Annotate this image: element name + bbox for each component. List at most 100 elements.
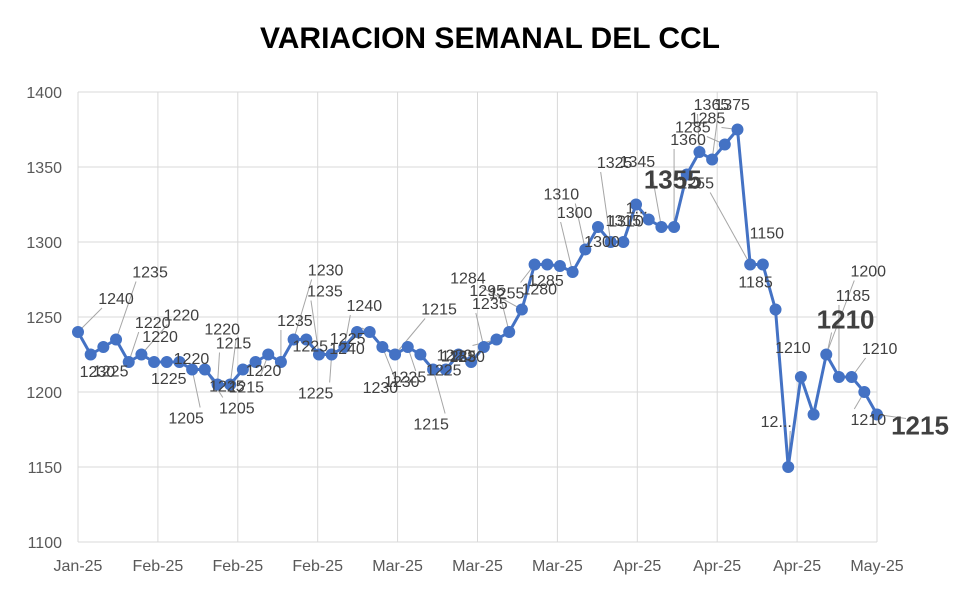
data-point	[528, 258, 541, 271]
data-point	[439, 363, 452, 376]
data-label: 1220	[142, 329, 178, 346]
data-label: 1300	[584, 234, 620, 251]
series-line	[76, 128, 879, 469]
leader-line	[432, 369, 446, 414]
data-label: 1210	[817, 305, 875, 335]
data-label: 1230	[384, 374, 420, 391]
leader-line	[560, 221, 574, 273]
data-label: 1255	[489, 286, 525, 303]
y-tick-label: 1100	[28, 535, 63, 552]
data-point	[858, 386, 871, 398]
data-label: 1375	[714, 97, 750, 114]
y-tick-label: 1200	[26, 385, 62, 402]
leader-line	[115, 281, 137, 340]
data-point	[515, 303, 528, 316]
leader-line	[394, 318, 426, 355]
data-label: 1220	[174, 351, 210, 368]
data-point	[541, 258, 554, 271]
data-label: 1220	[246, 363, 282, 380]
data-label: 1210	[851, 412, 887, 429]
data-label: 1345	[620, 154, 656, 171]
data-label: 1310	[608, 214, 644, 231]
data-point	[122, 356, 135, 368]
data-label: 1284	[450, 271, 486, 288]
data-point	[807, 408, 820, 421]
data-label: 1205	[168, 411, 204, 428]
y-tick-label: 1250	[26, 310, 62, 327]
x-tick-label: Apr-25	[693, 558, 741, 575]
data-point	[287, 333, 300, 346]
data-label: 1235	[307, 284, 343, 301]
data-point	[706, 153, 719, 166]
x-tick-label: Apr-25	[773, 558, 821, 575]
data-label: 1225	[426, 363, 462, 380]
data-point	[312, 348, 325, 361]
data-label: 1225	[151, 371, 187, 388]
y-tick-label: 1150	[28, 460, 63, 477]
data-point	[820, 348, 833, 361]
data-label: 1220	[164, 308, 200, 325]
data-label: 1310	[544, 187, 580, 204]
data-label: 1285	[675, 120, 711, 137]
data-label: 1240	[347, 298, 383, 315]
data-label: 1325	[597, 155, 633, 172]
data-point	[363, 326, 376, 338]
x-tick-label: Mar-25	[452, 558, 503, 575]
data-label: 1215	[413, 417, 449, 434]
data-point	[503, 326, 516, 338]
leader-line	[574, 203, 586, 250]
data-point	[744, 258, 757, 271]
data-label: 1215	[228, 380, 264, 397]
data-point	[642, 213, 655, 226]
leader-line	[709, 192, 751, 265]
data-label: 1210	[862, 341, 898, 358]
data-point	[414, 348, 427, 361]
data-label: 1365	[694, 97, 730, 114]
data-point	[325, 348, 338, 361]
data-point	[465, 356, 478, 368]
data-label: 1225	[298, 386, 334, 403]
x-tick-label: Jan-25	[54, 558, 103, 575]
data-point	[389, 348, 402, 361]
data-point	[845, 371, 858, 383]
data-point	[236, 363, 249, 376]
data-label: 1225	[330, 331, 366, 348]
data-point	[338, 341, 351, 353]
data-point	[72, 326, 84, 338]
data-point	[97, 341, 110, 353]
data-point	[198, 363, 211, 376]
x-tick-label: Mar-25	[532, 558, 583, 575]
data-label: 1285	[528, 273, 564, 290]
data-label: 1360	[670, 132, 706, 149]
x-tick-label: Apr-25	[613, 558, 661, 575]
data-label: 1355	[644, 165, 702, 195]
data-label: 1300	[557, 205, 593, 222]
data-point	[173, 356, 186, 368]
data-label: 1235	[277, 313, 313, 330]
data-point	[756, 258, 769, 271]
data-point	[401, 341, 414, 353]
data-label: 1255	[678, 176, 714, 193]
data-point	[566, 266, 579, 278]
data-label: 1240	[98, 291, 134, 308]
data-point	[794, 371, 807, 383]
data-point	[224, 378, 237, 391]
data-label: 1220	[437, 348, 473, 365]
data-label: 1225	[292, 339, 328, 356]
data-point	[351, 326, 364, 338]
leader-line	[711, 113, 719, 160]
data-point	[477, 341, 490, 353]
data-point	[693, 146, 706, 158]
x-tick-label: May-25	[850, 558, 903, 575]
data-point	[452, 348, 465, 361]
data-label: 1215	[891, 411, 949, 441]
data-point	[376, 341, 389, 353]
chart-title: VARIACION SEMANAL DEL CCL	[259, 22, 721, 55]
leader-line	[825, 280, 855, 355]
data-point	[211, 378, 224, 391]
data-point	[160, 356, 173, 368]
data-label: 1205	[219, 401, 255, 418]
leader-line	[293, 279, 313, 340]
data-label: 1200	[850, 264, 886, 281]
